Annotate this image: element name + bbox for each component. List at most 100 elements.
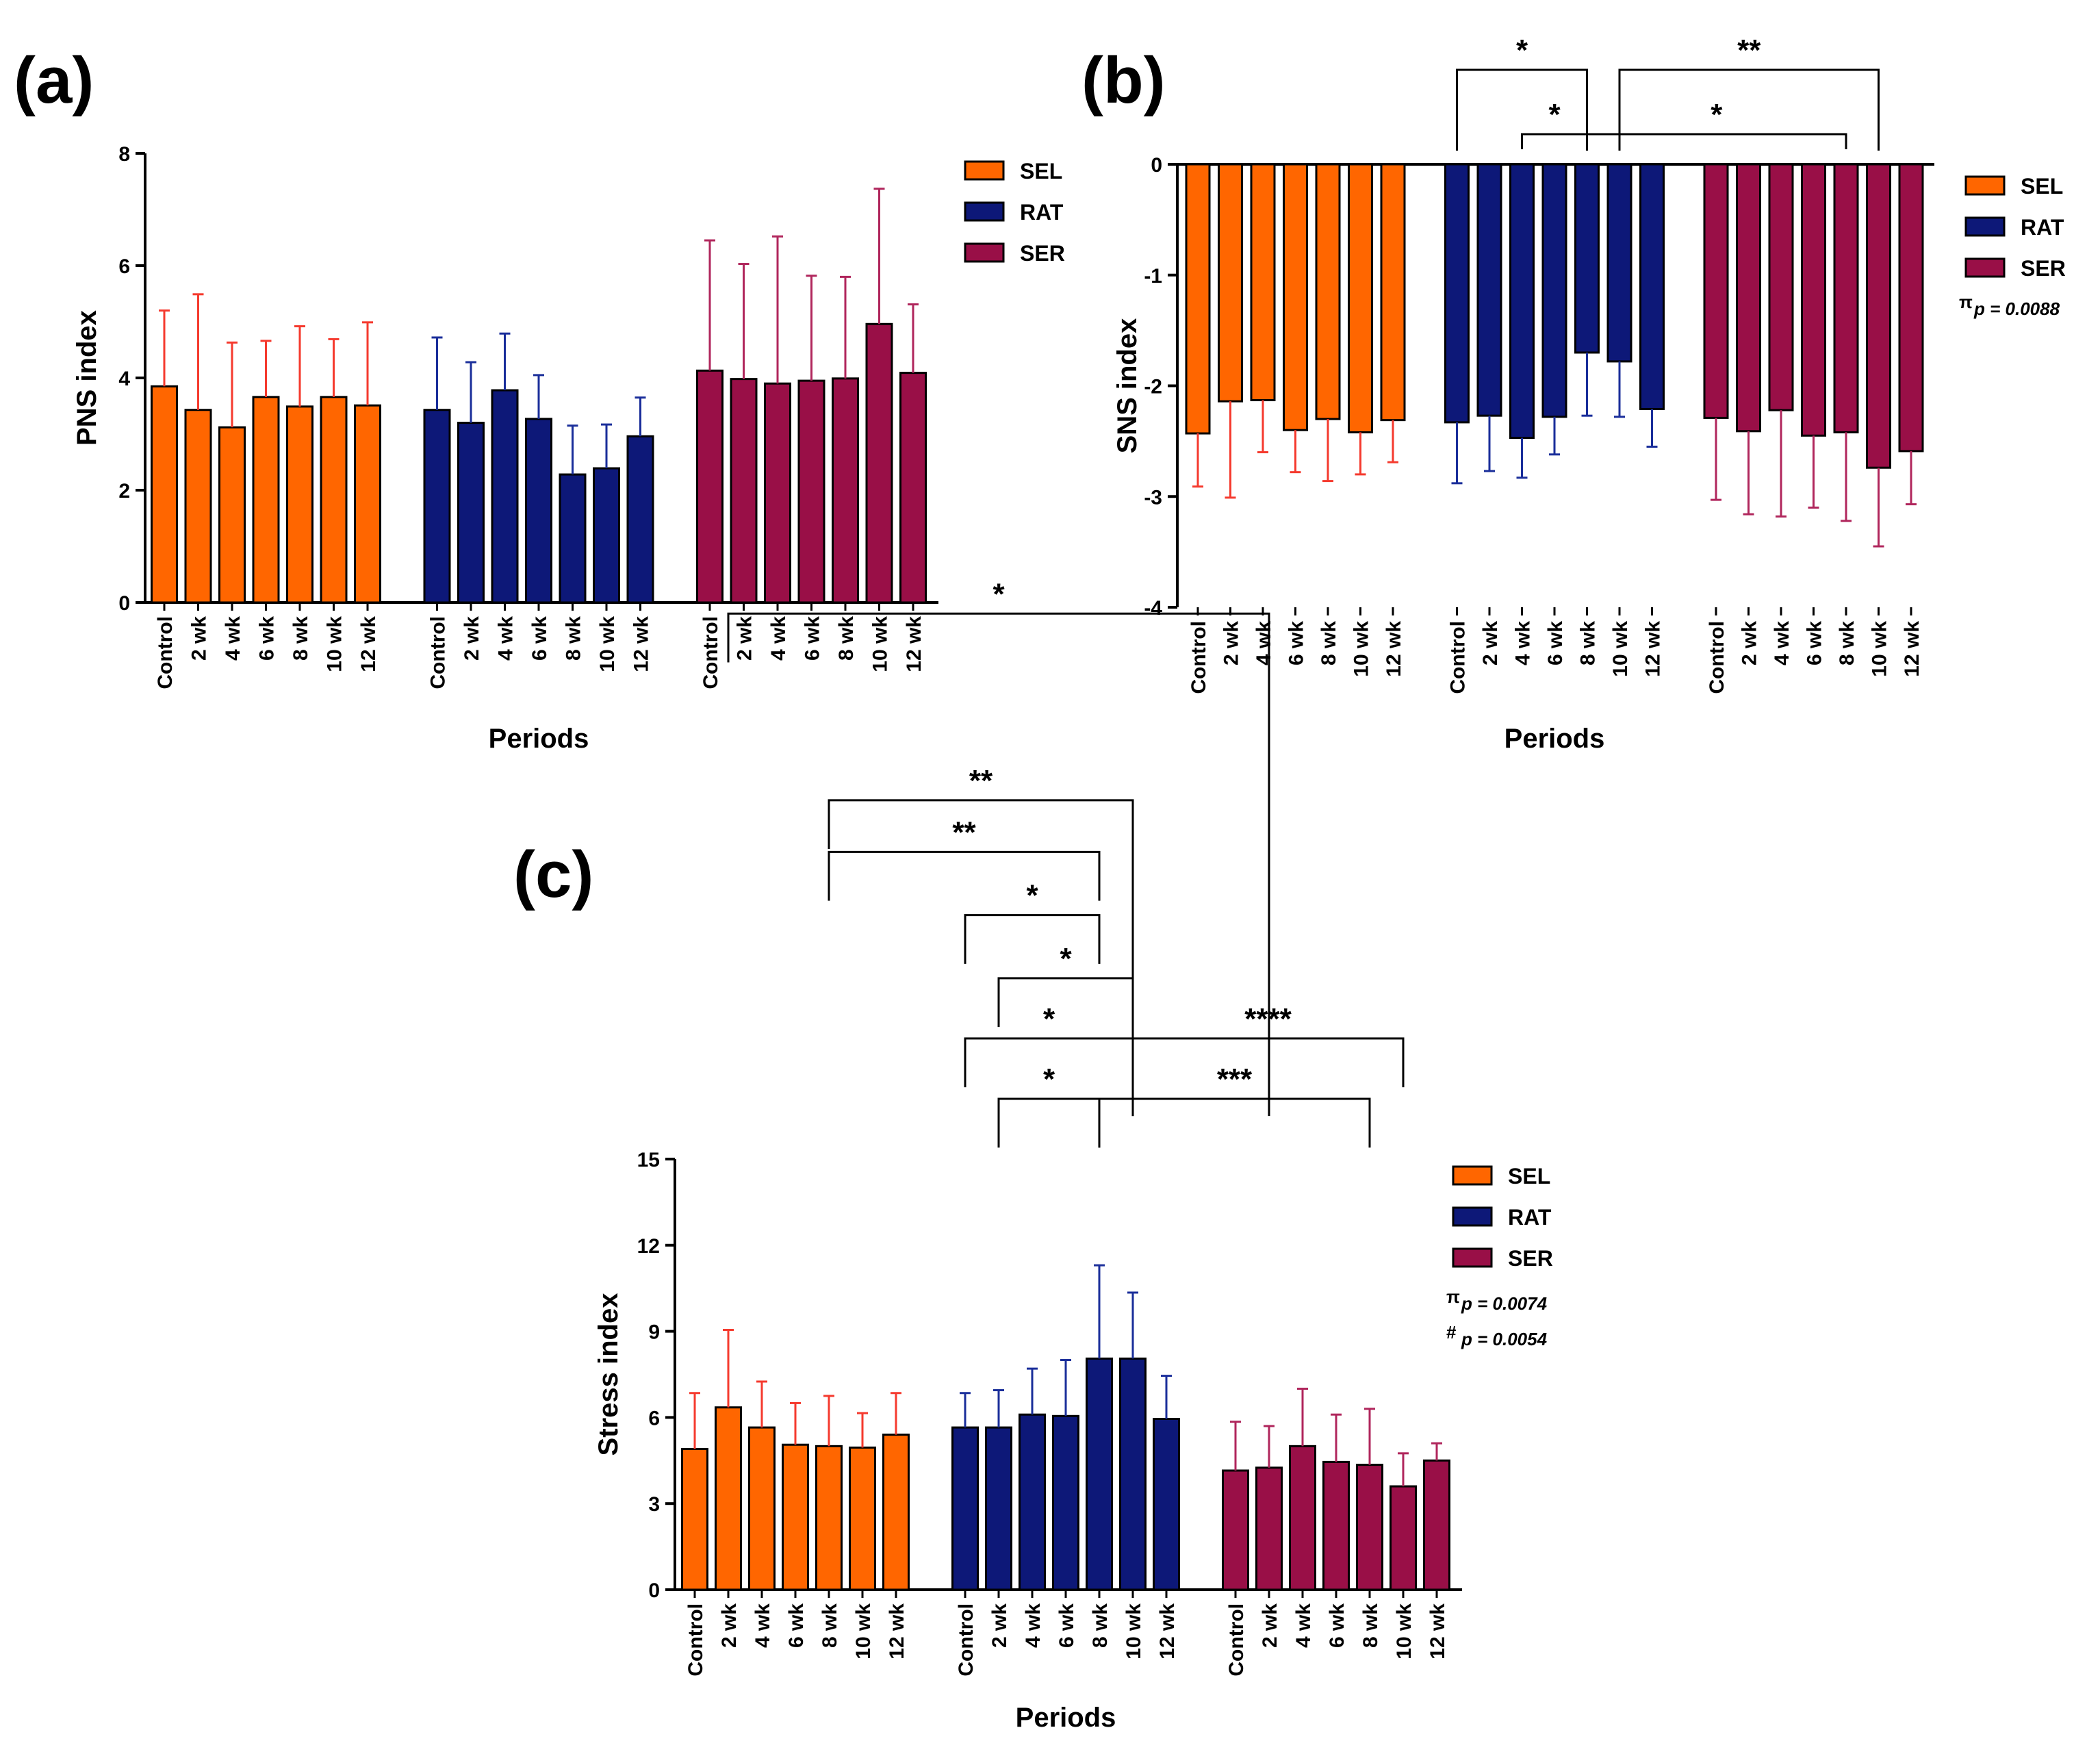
bar-ser-6: [1423, 1459, 1450, 1591]
bar-ser-1: [1736, 163, 1761, 433]
x-tick-label: 4 wk: [1022, 1603, 1045, 1648]
x-tick-label: 12 wk: [1383, 621, 1405, 677]
y-tick-label: -3: [1144, 486, 1162, 509]
bar-sel-2: [748, 1426, 776, 1591]
x-axis-title: Periods: [489, 724, 589, 754]
significance-stars: **: [952, 815, 976, 849]
legend-label-ser: SER: [1508, 1246, 1553, 1271]
x-tick-label: Control: [427, 616, 450, 689]
bar-rat-0: [951, 1426, 979, 1591]
significance-stars: *: [1516, 34, 1528, 67]
x-tick-label: 12 wk: [1642, 621, 1665, 677]
y-tick-label: 6: [118, 255, 130, 278]
significance-stars: **: [969, 764, 993, 798]
significance-stars: *: [993, 577, 1005, 611]
significance-stars: *: [1060, 942, 1072, 976]
significance-bracket: [964, 914, 1101, 964]
bar-sel-0: [151, 385, 178, 604]
y-tick-label: -1: [1144, 265, 1162, 288]
bar-sel-2: [1250, 163, 1276, 402]
note-p-value: p = 0.0074: [1461, 1293, 1548, 1314]
x-tick-label: 10 wk: [324, 616, 346, 672]
bar-rat-6: [626, 435, 654, 604]
y-axis-title: PNS index: [72, 310, 102, 446]
legend-label-rat: RAT: [2021, 215, 2064, 240]
bar-ser-4: [1833, 163, 1859, 433]
bar-sel-4: [1315, 163, 1341, 420]
bar-rat-3: [1541, 163, 1567, 418]
x-tick-label: 2 wk: [1739, 621, 1761, 665]
x-tick-label: 6 wk: [1544, 621, 1567, 665]
bar-rat-2: [1019, 1413, 1046, 1591]
bar-sel-0: [681, 1448, 708, 1591]
y-tick-label: -2: [1144, 376, 1162, 398]
bar-sel-5: [849, 1446, 876, 1591]
legend-swatch-rat: [964, 201, 1005, 222]
y-tick-label: 6: [648, 1407, 660, 1429]
bar-ser-5: [1866, 163, 1891, 469]
bar-rat-1: [1476, 163, 1502, 417]
legend-swatch-rat: [1452, 1206, 1493, 1227]
significance-stars: ****: [1244, 1002, 1292, 1036]
x-tick-label: 6 wk: [1804, 621, 1826, 665]
panel-label: (c): [513, 838, 593, 911]
x-tick-label: 8 wk: [1089, 1603, 1112, 1648]
bar-rat-0: [1444, 163, 1470, 424]
bar-ser-3: [797, 379, 825, 604]
bar-rat-1: [985, 1426, 1012, 1591]
x-tick-label: 6 wk: [528, 616, 551, 661]
significance-stars: **: [1737, 34, 1761, 67]
bar-ser-6: [899, 372, 927, 604]
x-tick-label: 8 wk: [1318, 621, 1340, 665]
legend-swatch-ser: [1452, 1247, 1493, 1268]
bar-ser-4: [1356, 1464, 1383, 1591]
x-tick-label: 8 wk: [1836, 621, 1858, 665]
x-tick-label: 12 wk: [357, 616, 380, 672]
y-tick-label: 3: [648, 1493, 660, 1516]
significance-bracket: [828, 850, 1101, 901]
x-tick-label: 6 wk: [802, 616, 824, 661]
bar-ser-2: [764, 382, 791, 604]
significance-stars: *: [1026, 879, 1038, 913]
x-axis-title: Periods: [1504, 724, 1605, 754]
significance-bracket: [1131, 1037, 1405, 1117]
x-tick-label: 2 wk: [1220, 621, 1243, 665]
x-tick-label: 8 wk: [563, 616, 585, 661]
x-tick-label: 12 wk: [1901, 621, 1923, 677]
x-tick-label: 12 wk: [1156, 1603, 1179, 1660]
x-tick-label: 2 wk: [461, 616, 483, 661]
x-tick-label: Control: [955, 1603, 977, 1677]
legend-label-sel: SEL: [1508, 1164, 1550, 1189]
bar-ser-2: [1289, 1445, 1316, 1591]
x-tick-label: 12 wk: [886, 1603, 908, 1660]
x-tick-label: 4 wk: [767, 616, 790, 661]
significance-stars: *: [1043, 1002, 1055, 1036]
panel-c-stress-index: (c) 0 3 6 9 12 15 Control 2 wk 4 wk 6 wk 8 wk 10 wk 1…: [513, 577, 1553, 1733]
x-tick-label: 6 wk: [1326, 1603, 1348, 1648]
panel-b-sns-index: (b) 0 -1 -2 -3 -4 Control 2 wk 4 wk 6 wk 8 wk 10 wk…: [1081, 34, 2066, 754]
note-symbol: π: [1446, 1286, 1460, 1307]
bar-rat-3: [525, 418, 552, 604]
x-tick-label: 8 wk: [819, 1603, 841, 1648]
bar-ser-3: [1801, 163, 1826, 437]
legend-label-sel: SEL: [2021, 174, 2063, 199]
bar-sel-1: [1218, 163, 1243, 403]
significance-bracket: [997, 1097, 1101, 1148]
x-tick-label: 4 wk: [222, 616, 244, 661]
bar-rat-2: [1509, 163, 1535, 440]
x-tick-label: 6 wk: [256, 616, 279, 661]
bar-rat-1: [457, 422, 485, 604]
x-tick-label: 4 wk: [1771, 621, 1793, 665]
x-tick-label: 10 wk: [1123, 1603, 1145, 1660]
legend-swatch-sel: [964, 160, 1005, 181]
x-tick-label: 10 wk: [852, 1603, 875, 1660]
x-tick-label: 2 wk: [988, 1603, 1011, 1648]
bar-rat-5: [1606, 163, 1632, 363]
x-tick-label: Control: [154, 616, 177, 689]
legend-label-rat: RAT: [1020, 200, 1064, 225]
legend-label-sel: SEL: [1020, 159, 1062, 183]
x-tick-label: Control: [684, 1603, 707, 1677]
y-tick-label: 4: [118, 368, 130, 390]
legend-swatch-rat: [1964, 216, 2006, 237]
bar-sel-5: [1348, 163, 1373, 433]
